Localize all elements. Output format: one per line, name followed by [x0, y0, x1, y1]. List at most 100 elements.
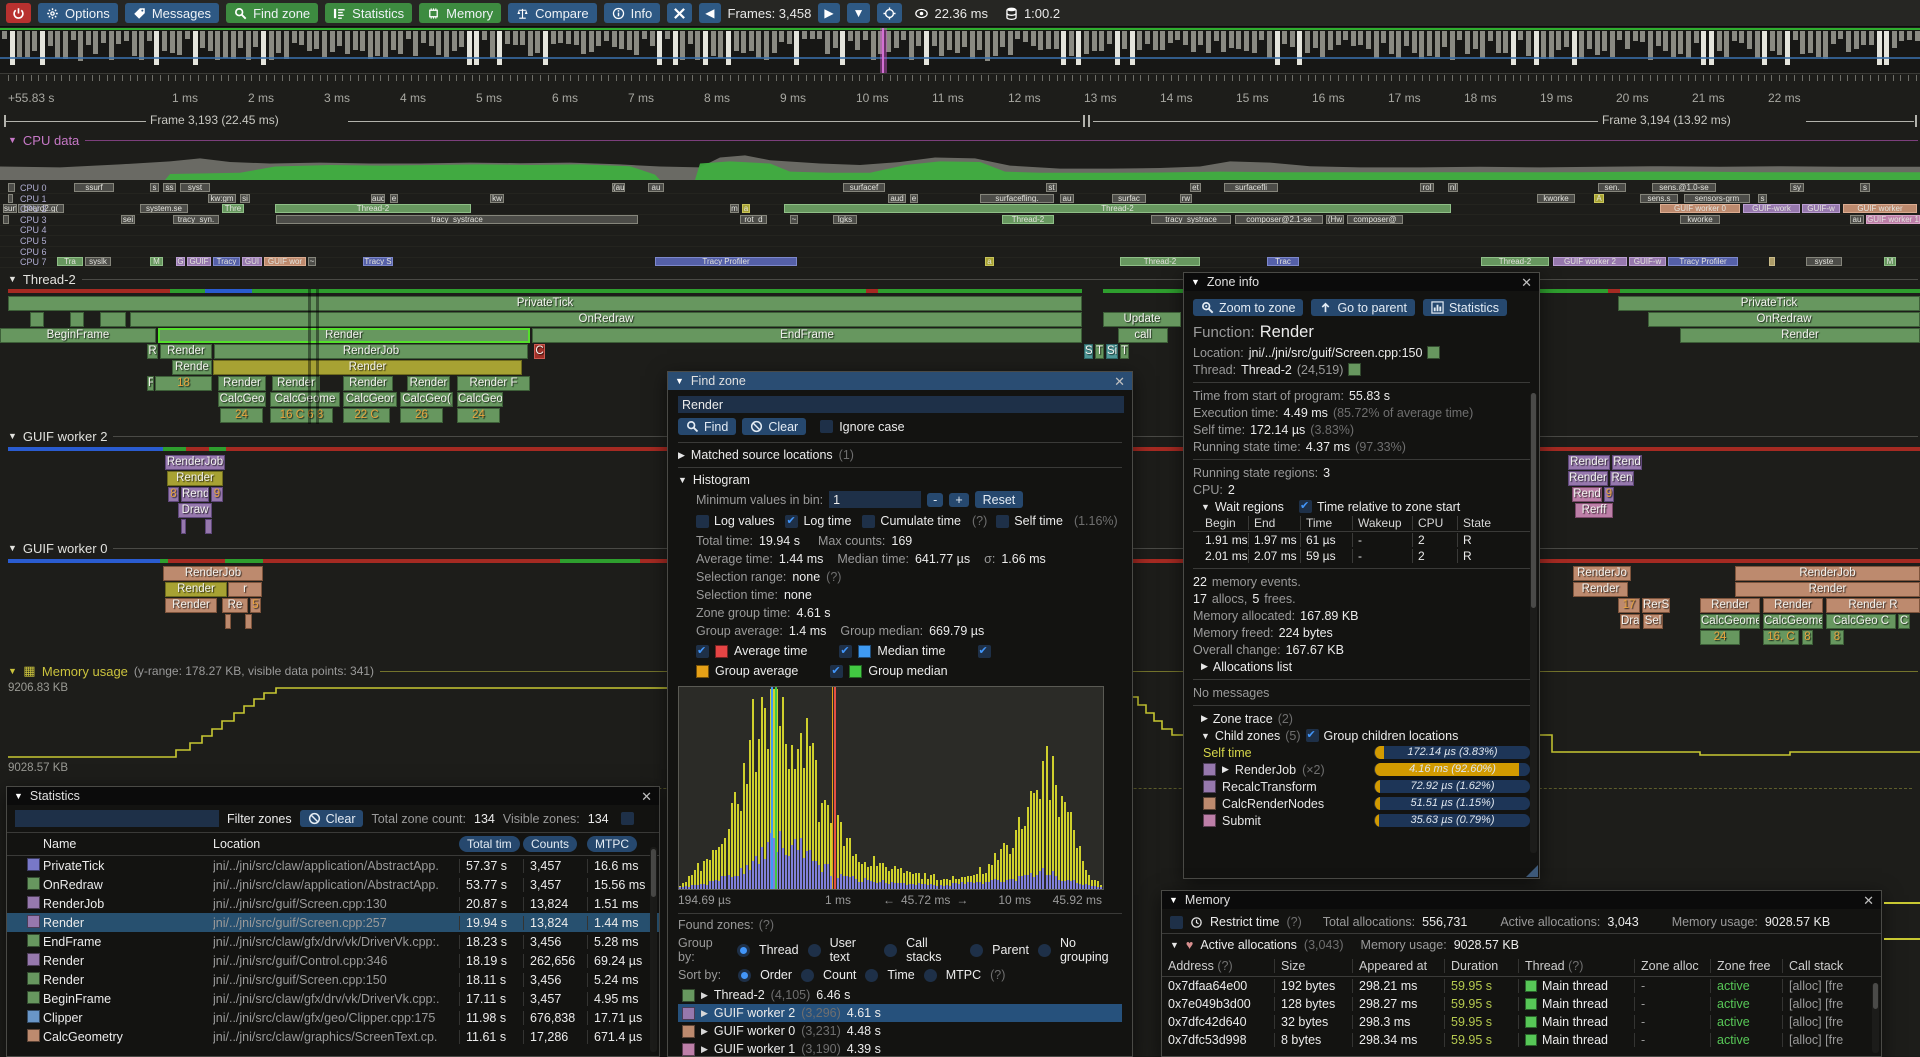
zone-group-guif-worker-1[interactable]: ▶ GUIF worker 1 (3,190) 4.39 s	[678, 1040, 1122, 1056]
statistics-row-privatetick[interactable]: PrivateTick jni/../jni/src/claw/applicati…	[7, 856, 659, 875]
close-icon[interactable]: ✕	[641, 788, 652, 804]
collapse-icon[interactable]: ▼	[1201, 501, 1210, 512]
checkbox-self-time[interactable]	[996, 514, 1010, 528]
cpu-zone[interactable]: board2.g(	[18, 204, 64, 214]
alloc-link[interactable]: [alloc]	[1789, 997, 1822, 1011]
cpu-zone[interactable]: Tracy S	[363, 257, 393, 267]
free-link[interactable]: [fre	[1825, 979, 1844, 993]
child-zone-row[interactable]: Submit 35.63 µs (0.79%)	[1193, 812, 1530, 829]
column-zone-free[interactable]: Zone free	[1710, 959, 1782, 973]
source-color-swatch[interactable]	[1427, 346, 1441, 359]
zone-render[interactable]: Render	[165, 598, 217, 613]
zone-renderjob[interactable]: RenderJob	[1735, 566, 1920, 581]
thread-color-swatch[interactable]	[1348, 363, 1362, 376]
cpu-zone[interactable]: a	[985, 257, 994, 267]
column-duration[interactable]: Duration	[1444, 959, 1518, 973]
cpu-zone[interactable]: a	[742, 204, 750, 214]
zoom-to-zone-button[interactable]: Zoom to zone	[1193, 299, 1304, 316]
radio-group-by-no-grouping[interactable]	[1037, 943, 1051, 957]
radio-group-by-user-text[interactable]	[807, 943, 821, 957]
zone-5[interactable]: 5	[250, 598, 261, 613]
zone-render[interactable]: Render	[1568, 455, 1610, 470]
zone-render-f[interactable]: Render F	[457, 376, 530, 391]
memory-button[interactable]: Memory	[419, 3, 502, 23]
cpu-zone[interactable]: GUIF-w	[1629, 257, 1666, 267]
statistics-button[interactable]: Statistics	[325, 3, 413, 23]
cpu-zone[interactable]: lgks	[833, 214, 857, 224]
expand-icon[interactable]: ▶	[1222, 764, 1229, 774]
collapse-icon[interactable]: ▼	[8, 543, 17, 553]
zone-unnamed[interactable]	[225, 614, 231, 629]
cpu-zone[interactable]: nl	[1448, 183, 1458, 192]
alloc-link[interactable]: [alloc]	[1789, 1015, 1822, 1029]
collapse-icon[interactable]: ▼	[675, 376, 684, 386]
zone-si[interactable]: Si	[1106, 344, 1118, 359]
column-mtpc-button[interactable]: MTPC	[587, 836, 637, 852]
cpu-zone[interactable]: au	[648, 183, 664, 192]
free-link[interactable]: [fre	[1825, 997, 1844, 1011]
cpu-zone[interactable]: st	[1046, 183, 1057, 192]
cpu-zone[interactable]: surfac	[1112, 193, 1146, 203]
zone-unnamed[interactable]	[30, 312, 44, 327]
zone-f[interactable]: F	[147, 376, 154, 391]
cpu-zone[interactable]: GUI	[242, 257, 262, 267]
zone-info-titlebar[interactable]: ▼ Zone info ✕	[1184, 273, 1539, 291]
cpu-zone[interactable]: sy	[1790, 183, 1804, 192]
zone-group-thread-2[interactable]: ▶ Thread-2 (4,105) 6.46 s	[678, 986, 1122, 1004]
cpu-zone[interactable]: aud	[888, 193, 906, 203]
help-marker[interactable]: (?)	[1286, 915, 1302, 929]
radio-sort-by-mtpc[interactable]	[923, 968, 937, 982]
find-zone-button[interactable]: Find zone	[226, 3, 319, 23]
alloc-link[interactable]: [alloc]	[1789, 1033, 1822, 1047]
clear-filter-button[interactable]: Clear	[299, 810, 364, 827]
expand-icon[interactable]: ▶	[1201, 661, 1208, 671]
zone-renderjob[interactable]: RenderJob	[165, 455, 225, 470]
zone-sel[interactable]: Sel	[1643, 614, 1663, 629]
column-zone-alloc[interactable]: Zone alloc	[1634, 959, 1710, 973]
zone-calcgeor[interactable]: CalcGeor	[343, 392, 397, 407]
zone-render[interactable]: Render	[272, 376, 320, 391]
child-zone-row[interactable]: CalcRenderNodes 51.51 µs (1.15%)	[1193, 795, 1530, 812]
zone-info-scrollbar[interactable]	[1530, 393, 1537, 853]
zone-24[interactable]: 24	[1700, 630, 1740, 645]
collapse-icon[interactable]: ▼	[8, 135, 17, 145]
statistics-row-beginframe[interactable]: BeginFrame jni/../jni/src/claw/gfx/drv/vk…	[7, 989, 659, 1008]
next-frame-button[interactable]: ▶	[818, 3, 840, 23]
cpu-zone[interactable]: M	[1884, 257, 1896, 267]
zone-8[interactable]: 8	[1802, 630, 1813, 645]
cpu-zone[interactable]: GUIF worker	[1843, 204, 1917, 214]
zone-render[interactable]: Render	[1700, 598, 1760, 613]
cpu-zone[interactable]: rot_d	[740, 214, 767, 224]
cpu-zone[interactable]: rw	[1180, 193, 1192, 203]
cpu-zone[interactable]: (au	[612, 183, 625, 192]
zone-trace-section[interactable]: Zone trace	[1212, 711, 1273, 726]
zone-draw[interactable]: Draw	[178, 503, 212, 518]
cpu-zone[interactable]: GUIF-work	[1743, 204, 1800, 214]
cpu-zone[interactable]: m	[730, 204, 739, 214]
cpu-zone[interactable]: surfacef	[843, 183, 885, 192]
expand-icon[interactable]: ▶	[701, 989, 708, 1000]
cpu-data-header[interactable]: ▼ CPU data	[8, 133, 1920, 148]
zone-render[interactable]: Render	[213, 360, 522, 375]
frame-overview-strip[interactable]	[0, 28, 1920, 74]
expand-icon[interactable]: ▶	[701, 1043, 708, 1054]
zone-unnamed[interactable]	[70, 312, 84, 327]
restrict-time-checkbox[interactable]	[1170, 915, 1183, 929]
close-icon[interactable]: ✕	[1114, 373, 1125, 389]
cpu-zone[interactable]: Thread-2	[1120, 257, 1200, 267]
zone-c[interactable]: C	[1898, 614, 1910, 629]
allocations-list-section[interactable]: Allocations list	[1212, 659, 1293, 674]
zone-render[interactable]: Render	[167, 471, 223, 486]
series-checkbox-group-median[interactable]	[830, 664, 844, 678]
alloc-link[interactable]: [alloc]	[1789, 979, 1822, 993]
zone-re[interactable]: Re	[222, 598, 248, 613]
zone-rerff[interactable]: Rerff	[1575, 503, 1613, 518]
statistics-row-clipper[interactable]: Clipper jni/../jni/src/claw/gfx/geo/Clipp…	[7, 1008, 659, 1027]
cpu-zone[interactable]: (Hw	[1326, 214, 1344, 224]
radio-group-by-thread[interactable]	[736, 943, 750, 957]
cpu-zone[interactable]: s	[1860, 183, 1870, 192]
zone-8[interactable]: 8	[168, 487, 179, 502]
child-zone-row[interactable]: RecalcTransform 72.92 µs (1.62%)	[1193, 778, 1530, 795]
zone-24[interactable]: 24	[220, 408, 263, 423]
frame-label-2[interactable]: Frame 3,194 (13.92 ms)	[1602, 113, 1731, 127]
